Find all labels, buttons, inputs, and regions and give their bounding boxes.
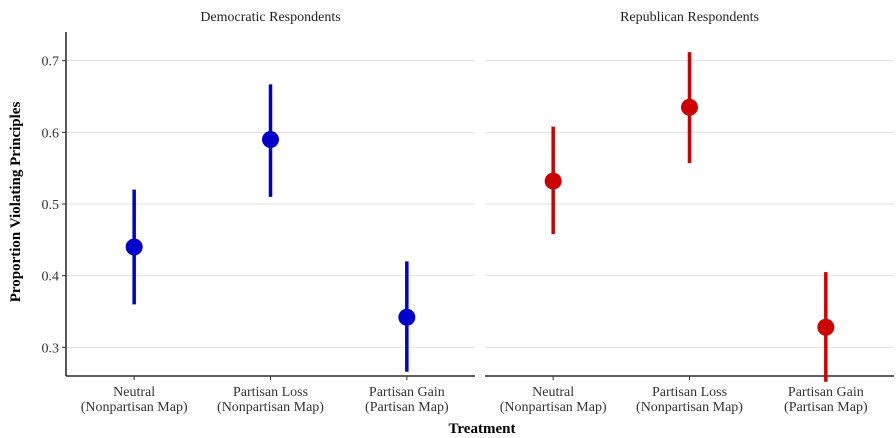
y-tick-label: 0.3 — [42, 341, 60, 356]
y-tick-label: 0.4 — [42, 270, 60, 285]
x-tick-label: Partisan Gain — [788, 385, 864, 400]
panel-democratic: Democratic Respondents 0.3 0.4 0.5 0.6 0.7 Neu… — [42, 10, 475, 415]
x-tick-label: Neutral — [532, 385, 574, 400]
point-estimate — [262, 131, 279, 148]
facet-panels: Democratic Respondents 0.3 0.4 0.5 0.6 0.7 Neu… — [42, 10, 894, 415]
point-estimate — [681, 98, 698, 116]
x-tick-label: Partisan Loss — [233, 385, 308, 400]
x-tick-label: (Nonpartisan Map) — [636, 400, 743, 415]
x-tick-label: Partisan Loss — [652, 385, 727, 400]
x-tick-label: (Partisan Map) — [365, 400, 449, 415]
y-tick-label: 0.5 — [42, 198, 60, 213]
point-estimate — [544, 172, 562, 190]
x-tick-label: (Nonpartisan Map) — [217, 400, 324, 415]
y-tick-label: 0.6 — [42, 126, 60, 141]
x-tick-label: (Nonpartisan Map) — [500, 400, 607, 415]
x-tick-label: Partisan Gain — [369, 385, 445, 400]
x-tick-label: (Nonpartisan Map) — [81, 400, 188, 415]
facet-title: Democratic Respondents — [200, 10, 340, 25]
point-estimate — [125, 238, 143, 256]
point-estimate — [398, 308, 416, 326]
y-axis-title: Proportion Violating Principles — [8, 102, 24, 303]
x-tick-label: (Partisan Map) — [784, 400, 868, 415]
point-estimate — [817, 318, 835, 336]
x-tick-label: Neutral — [113, 385, 155, 400]
panel-republican: Republican RespondentsNeutral(Nonpartisa… — [485, 10, 894, 415]
facet-title: Republican Respondents — [620, 10, 759, 25]
y-tick-label: 0.7 — [42, 55, 60, 70]
x-axis-title: Treatment — [449, 421, 516, 437]
